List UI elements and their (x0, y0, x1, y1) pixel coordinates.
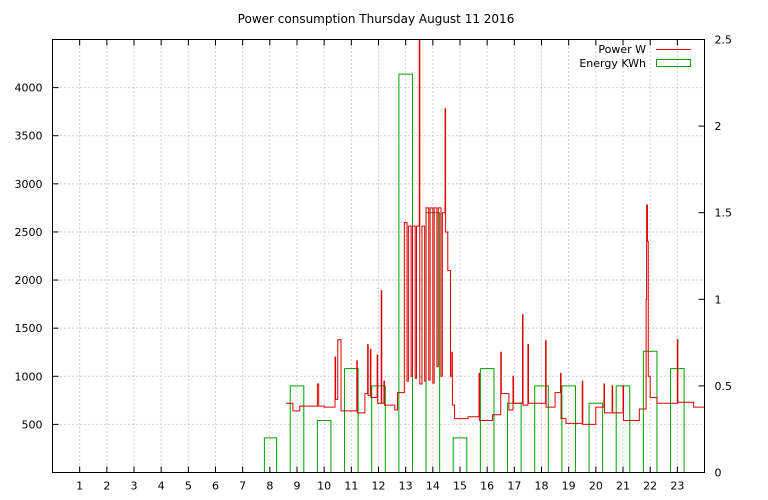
y-tick-label: 1500 (15, 322, 43, 335)
x-tick-label: 16 (480, 480, 494, 493)
y-tick-label: 3500 (15, 130, 43, 143)
y2-tick-label: 0.5 (715, 380, 733, 393)
legend-swatch-energy (656, 59, 691, 67)
x-tick-label: 18 (535, 480, 549, 493)
legend: Power W Energy KWh (579, 43, 691, 70)
y-tick-label: 500 (22, 418, 43, 431)
y2-tick-label: 1 (715, 293, 722, 306)
y-tick-label: 2000 (15, 274, 43, 287)
x-tick-label: 10 (317, 480, 331, 493)
energy-bar (507, 402, 522, 473)
x-tick-label: 20 (589, 480, 603, 493)
energy-bar (398, 73, 413, 473)
x-tick-label: 14 (426, 480, 440, 493)
y2-tick-label: 0 (715, 467, 722, 480)
y-tick-label: 4000 (15, 82, 43, 95)
x-tick-label: 19 (562, 480, 576, 493)
x-tick-label: 2 (103, 480, 110, 493)
x-tick-label: 7 (239, 480, 246, 493)
x-tick-label: 6 (212, 480, 219, 493)
legend-label-energy: Energy KWh (579, 57, 646, 70)
x-tick-label: 23 (670, 480, 684, 493)
x-tick-label: 21 (616, 480, 630, 493)
grid (52, 39, 705, 473)
x-tick-label: 4 (158, 480, 165, 493)
x-tick-label: 13 (399, 480, 413, 493)
x-tick-label: 9 (294, 480, 301, 493)
y2-tick-label: 1.5 (715, 207, 733, 220)
y-tick-label: 3000 (15, 178, 43, 191)
axes: 1 2 3 4 5 6 7 8 9 10 11 12 13 14 15 16 17 18 19 20 21 22 23500… (15, 34, 733, 493)
x-tick-label: 11 (344, 480, 358, 493)
x-tick-label: 8 (266, 480, 273, 493)
power-series (286, 39, 705, 425)
x-tick-label: 5 (185, 480, 192, 493)
x-tick-label: 22 (643, 480, 657, 493)
power-line (286, 39, 705, 425)
x-tick-label: 12 (372, 480, 386, 493)
y2-tick-label: 2 (715, 120, 722, 133)
y-tick-label: 1000 (15, 370, 43, 383)
x-tick-label: 17 (507, 480, 521, 493)
chart-title: Power consumption Thursday August 11 201… (238, 12, 515, 26)
y2-tick-label: 2.5 (715, 34, 733, 47)
energy-bar (263, 437, 278, 473)
y-tick-label: 2500 (15, 226, 43, 239)
x-tick-label: 1 (76, 480, 83, 493)
x-tick-label: 3 (131, 480, 138, 493)
legend-label-power: Power W (598, 43, 646, 56)
x-tick-label: 15 (453, 480, 467, 493)
